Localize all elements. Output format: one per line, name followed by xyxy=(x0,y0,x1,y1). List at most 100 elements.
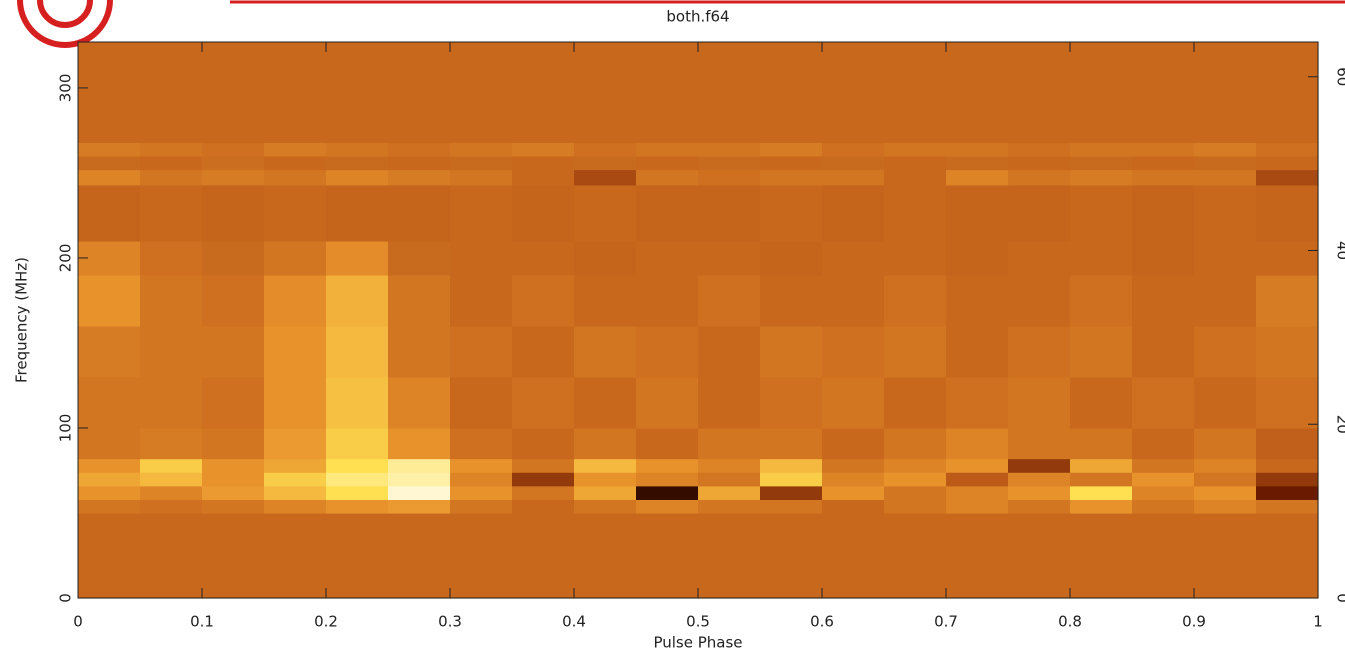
heatmap-cell xyxy=(574,42,637,143)
heatmap-cell xyxy=(264,274,327,327)
heatmap-cell xyxy=(574,184,637,242)
heatmap-cell xyxy=(388,427,451,460)
heatmap-cell xyxy=(264,499,327,514)
heatmap-cell xyxy=(78,169,141,186)
heatmap-cell xyxy=(760,142,823,157)
heatmap-cell xyxy=(884,512,947,599)
chart-title: both.f64 xyxy=(666,8,729,26)
heatmap-cell xyxy=(760,376,823,429)
heatmap-cell xyxy=(1008,142,1071,157)
heatmap-cell xyxy=(78,512,141,599)
heatmap-cell xyxy=(326,458,389,473)
heatmap-cell xyxy=(884,325,947,378)
heatmap-cell xyxy=(1256,142,1319,157)
heatmap-cell xyxy=(1194,427,1257,460)
heatmap-cell xyxy=(574,142,637,157)
heatmap-cell xyxy=(140,42,203,143)
heatmap-cell xyxy=(140,169,203,186)
heatmap-cell xyxy=(636,427,699,460)
heatmap-cell xyxy=(822,485,885,500)
heatmap-cell xyxy=(698,325,761,378)
heatmap-cell xyxy=(760,325,823,378)
heatmap-cell xyxy=(1194,155,1257,171)
heatmap-cell xyxy=(450,512,513,599)
heatmap-cell xyxy=(698,42,761,143)
heatmap-cell xyxy=(822,325,885,378)
heatmap-cell xyxy=(698,458,761,473)
heatmap-cell xyxy=(264,458,327,473)
heatmap-cell xyxy=(1132,42,1195,143)
heatmap-cell xyxy=(202,458,265,473)
heatmap-cell xyxy=(326,169,389,186)
y-tick-label: 100 xyxy=(57,414,75,443)
heatmap-cell xyxy=(574,512,637,599)
heatmap-cell xyxy=(1070,499,1133,514)
heatmap-cell xyxy=(1008,427,1071,460)
heatmap-cell xyxy=(450,376,513,429)
heatmap-cell xyxy=(140,155,203,171)
heatmap-cell xyxy=(1132,142,1195,157)
heatmap-cell xyxy=(450,458,513,473)
heatmap-cell xyxy=(884,472,947,487)
heatmap-cell xyxy=(822,169,885,186)
heatmap-cell xyxy=(512,142,575,157)
heatmap-cell xyxy=(202,155,265,171)
y-tick-label: 300 xyxy=(57,74,75,103)
heatmap-cell xyxy=(1256,512,1319,599)
heatmap-cell xyxy=(388,240,451,276)
heatmap-cell xyxy=(388,155,451,171)
heatmap-cell xyxy=(822,240,885,276)
heatmap-cell xyxy=(450,485,513,500)
heatmap-cell xyxy=(698,240,761,276)
heatmap-cell xyxy=(78,325,141,378)
heatmap-cell xyxy=(946,376,1009,429)
heatmap-cell xyxy=(822,142,885,157)
heatmap-cell xyxy=(264,485,327,500)
heatmap-cell xyxy=(760,184,823,242)
heatmap-cell xyxy=(326,512,389,599)
heatmap-cell xyxy=(1132,274,1195,327)
heatmap-cell xyxy=(202,42,265,143)
heatmap-cell xyxy=(512,485,575,500)
heatmap-cell xyxy=(1008,42,1071,143)
heatmap-cell xyxy=(822,376,885,429)
heatmap-cell xyxy=(946,274,1009,327)
heatmap-cell xyxy=(1070,427,1133,460)
heatmap-cell xyxy=(1194,240,1257,276)
x-tick-label: 0.5 xyxy=(686,613,710,631)
heatmap-cell xyxy=(1008,472,1071,487)
heatmap-cell xyxy=(946,325,1009,378)
heatmap-cell xyxy=(698,274,761,327)
heatmap-cell xyxy=(388,499,451,514)
heatmap-cell xyxy=(1008,376,1071,429)
heatmap-cell xyxy=(636,240,699,276)
heatmap-cell xyxy=(1256,42,1319,143)
heatmap-cell xyxy=(574,485,637,500)
heatmap-cell xyxy=(264,184,327,242)
heatmap-cell xyxy=(884,485,947,500)
heatmap-cell xyxy=(450,499,513,514)
heatmap-cell xyxy=(1256,427,1319,460)
heatmap-cell xyxy=(388,376,451,429)
heatmap-cell xyxy=(1194,142,1257,157)
heatmap-cell xyxy=(822,512,885,599)
heatmap-cell xyxy=(1008,485,1071,500)
y-tick-label: 0 xyxy=(57,593,75,603)
heatmap-cell xyxy=(78,499,141,514)
heatmap-cell xyxy=(512,376,575,429)
heatmap-cell xyxy=(202,169,265,186)
heatmap-cell xyxy=(326,499,389,514)
heatmap-cell xyxy=(822,184,885,242)
heatmap-cell xyxy=(1070,142,1133,157)
heatmap-cell xyxy=(1132,512,1195,599)
heatmap-cell xyxy=(698,376,761,429)
heatmap-cell xyxy=(760,472,823,487)
heatmap-cell xyxy=(884,458,947,473)
heatmap-cell xyxy=(140,376,203,429)
heatmap-cell xyxy=(450,427,513,460)
heatmap-cell xyxy=(1256,325,1319,378)
heatmap-cell xyxy=(822,472,885,487)
heatmap-cell xyxy=(264,142,327,157)
heatmap-cell xyxy=(326,472,389,487)
heatmap-cell xyxy=(264,427,327,460)
